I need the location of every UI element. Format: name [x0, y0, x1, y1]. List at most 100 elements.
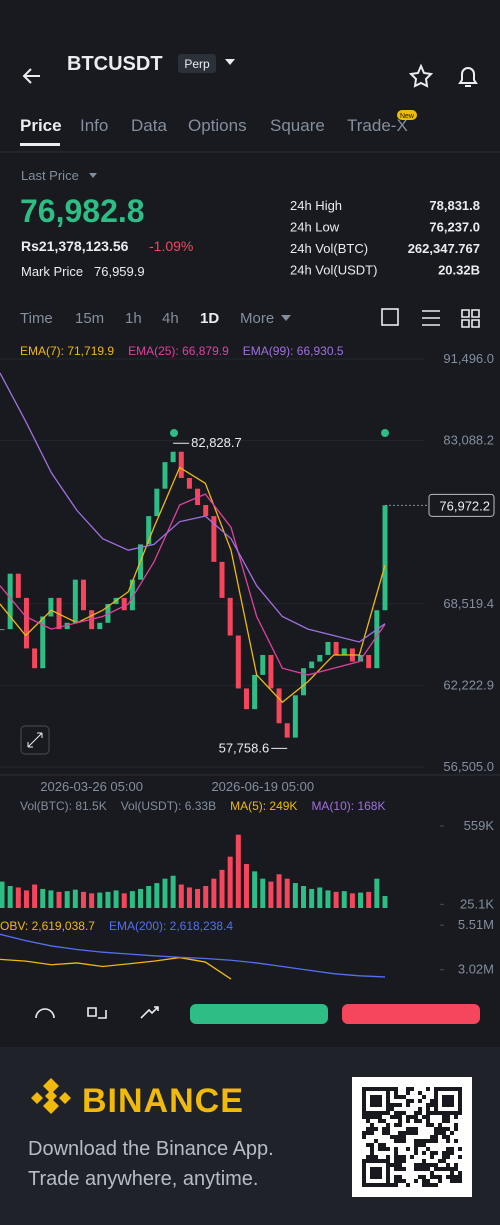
qr-cell — [430, 1155, 434, 1159]
volume-bar — [48, 890, 54, 908]
qr-cell — [386, 1183, 390, 1187]
qr-cell — [406, 1115, 410, 1119]
caret[interactable] — [225, 59, 235, 65]
tool-icon[interactable] — [35, 1008, 55, 1019]
volume-bar — [56, 891, 62, 908]
tool-icon[interactable] — [140, 1006, 159, 1019]
tab[interactable]: Square — [270, 116, 325, 135]
candle — [260, 654, 266, 675]
qr-cell — [422, 1095, 426, 1099]
qr-cell — [378, 1115, 382, 1119]
volume-bar — [154, 883, 160, 908]
qr-cell — [442, 1131, 446, 1135]
qr-cell — [362, 1107, 366, 1111]
volume-bar — [358, 892, 364, 908]
qr-cell — [390, 1163, 394, 1167]
tab[interactable]: Price — [20, 116, 62, 135]
qr-cell — [426, 1139, 430, 1143]
qr-cell — [386, 1179, 390, 1183]
settings-icon[interactable] — [422, 310, 440, 326]
qr-cell — [410, 1099, 414, 1103]
qr-cell — [386, 1095, 390, 1099]
interval[interactable]: 1h — [125, 310, 142, 327]
caret[interactable] — [281, 315, 291, 321]
qr-cell — [446, 1127, 450, 1131]
qr-cell — [386, 1127, 390, 1131]
qr-cell — [390, 1103, 394, 1107]
qr-cell — [398, 1123, 402, 1127]
star-icon[interactable] — [408, 63, 434, 88]
qr-cell — [426, 1167, 430, 1171]
y-tick-label: 83,088.2 — [443, 433, 494, 448]
qr-cell — [454, 1123, 458, 1127]
candle — [211, 516, 217, 562]
qr-cell — [438, 1127, 442, 1131]
qr-cell — [434, 1131, 438, 1135]
qr-cell — [370, 1103, 374, 1107]
tool-icon[interactable] — [87, 1007, 107, 1019]
candle — [0, 629, 5, 631]
candle — [40, 616, 46, 669]
interval[interactable]: Time — [20, 310, 53, 327]
candle — [186, 477, 192, 489]
price-tag-label: 76,972.2 — [439, 498, 490, 513]
qr-cell — [362, 1135, 366, 1139]
tab[interactable]: Data — [131, 116, 167, 135]
candle — [243, 688, 249, 710]
qr-cell — [366, 1111, 370, 1115]
tab[interactable]: Info — [80, 116, 108, 135]
qr-cell — [374, 1155, 378, 1159]
qr-cell — [430, 1123, 434, 1127]
local-price: Rs21,378,123.56 — [21, 238, 129, 254]
qr-cell — [418, 1143, 422, 1147]
volume-bar — [276, 874, 282, 908]
volume-bar — [138, 888, 144, 908]
qr-cell — [394, 1183, 398, 1187]
stat-label: 24h Vol(BTC) — [290, 241, 368, 256]
volume-bar — [89, 893, 95, 908]
volume-bar — [23, 890, 29, 908]
badge: Perp — [184, 57, 210, 71]
qr-cell — [434, 1167, 438, 1171]
qr-cell — [370, 1155, 374, 1159]
qr-cell — [434, 1087, 438, 1091]
qr-cell — [422, 1143, 426, 1147]
back-icon[interactable] — [22, 68, 40, 84]
qr-cell — [450, 1171, 454, 1175]
candle — [333, 641, 339, 655]
candle — [154, 488, 160, 517]
qr-cell — [446, 1099, 450, 1103]
qr-cell — [394, 1091, 398, 1095]
qr-cell — [406, 1091, 410, 1095]
tab-underline — [20, 143, 60, 146]
qr-cell — [402, 1155, 406, 1159]
qr-cell — [370, 1159, 374, 1163]
qr-cell — [434, 1163, 438, 1167]
qr-cell — [366, 1127, 370, 1131]
qr-cell — [422, 1151, 426, 1155]
buy-button[interactable] — [190, 1004, 328, 1024]
volume-bar — [121, 893, 127, 908]
legend-entry: MA(5): 249K — [230, 799, 297, 813]
fullscreen-icon[interactable] — [381, 308, 399, 326]
interval[interactable]: 4h — [162, 310, 179, 327]
tab[interactable]: Options — [188, 116, 247, 135]
qr-cell — [378, 1095, 382, 1099]
qr-cell — [426, 1147, 430, 1151]
interval[interactable]: 1D — [200, 310, 219, 327]
qr-cell — [382, 1119, 386, 1123]
interval[interactable]: More — [240, 310, 274, 327]
qr-cell — [398, 1139, 402, 1143]
qr-cell — [434, 1151, 438, 1155]
sell-button[interactable] — [342, 1004, 480, 1024]
ema-line — [0, 372, 386, 643]
tab[interactable]: Trade-X — [347, 116, 408, 135]
layout-icon[interactable] — [461, 309, 480, 328]
qr-cell — [418, 1099, 422, 1103]
qr-cell — [370, 1095, 374, 1099]
qr-cell — [422, 1115, 426, 1119]
volume-bar — [333, 891, 339, 908]
bell-icon[interactable] — [458, 67, 478, 87]
interval[interactable]: 15m — [75, 310, 104, 327]
